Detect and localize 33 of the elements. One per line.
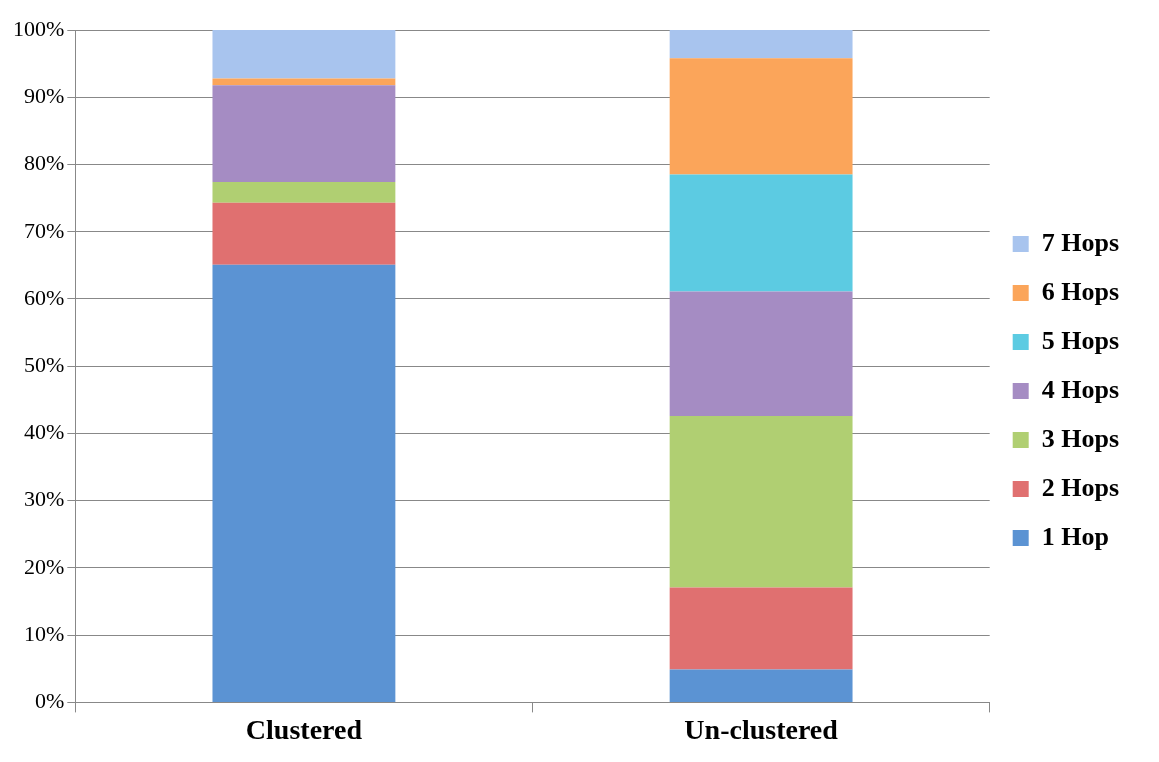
bar — [212, 202, 396, 265]
y-tick-label: 0% — [35, 688, 65, 714]
y-tick-label: 90% — [24, 83, 65, 109]
x-tick-label: Clustered — [245, 714, 363, 746]
y-tick-label: 40% — [24, 419, 65, 445]
y-tick-label: 10% — [24, 620, 65, 646]
bar — [669, 30, 853, 59]
bar — [212, 78, 396, 86]
bar — [212, 85, 396, 182]
y-tick-label: 80% — [24, 150, 65, 176]
legend-label: 2 Hops — [1041, 472, 1120, 502]
bar — [669, 415, 853, 588]
y-tick-label: 70% — [24, 217, 65, 243]
legend-label: 5 Hops — [1041, 325, 1120, 355]
y-tick-label: 100% — [13, 15, 65, 41]
legend-label: 3 Hops — [1041, 423, 1120, 453]
bar — [669, 58, 853, 175]
legend-label: 6 Hops — [1041, 276, 1120, 306]
bar — [669, 669, 853, 702]
x-tick-label: Un-clustered — [684, 714, 839, 746]
legend-label: 4 Hops — [1041, 374, 1120, 404]
bar — [212, 181, 396, 203]
bar — [669, 587, 853, 670]
y-tick-label: 60% — [24, 284, 65, 310]
y-tick-label: 20% — [24, 553, 65, 579]
y-tick-label: 30% — [24, 486, 65, 512]
y-tick-label: 50% — [24, 351, 65, 377]
bar — [212, 264, 396, 702]
legend-label: 7 Hops — [1041, 227, 1120, 257]
bar — [212, 30, 396, 79]
bar — [669, 291, 853, 416]
bar — [669, 174, 853, 292]
legend-label: 1 Hop — [1041, 521, 1109, 551]
